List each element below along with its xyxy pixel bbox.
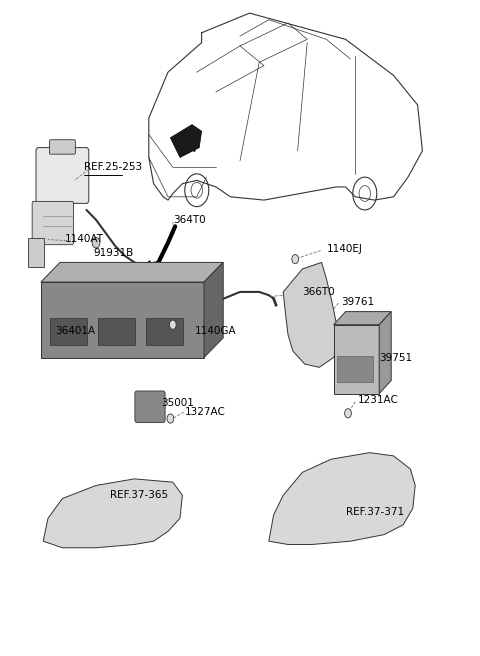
Text: 364T0: 364T0 [173, 215, 205, 225]
Polygon shape [204, 262, 223, 358]
Text: 366T0: 366T0 [302, 287, 335, 297]
Polygon shape [41, 262, 223, 282]
Circle shape [292, 255, 299, 264]
Circle shape [92, 237, 100, 248]
FancyBboxPatch shape [135, 391, 165, 422]
FancyBboxPatch shape [146, 318, 183, 345]
Text: 1140AT: 1140AT [65, 234, 104, 245]
Polygon shape [170, 125, 202, 157]
Polygon shape [43, 479, 182, 548]
Text: 36401A: 36401A [55, 326, 96, 337]
Text: REF.37-365: REF.37-365 [110, 490, 168, 501]
Circle shape [169, 320, 176, 329]
Polygon shape [269, 453, 415, 544]
Text: 39751: 39751 [379, 352, 412, 363]
Polygon shape [334, 325, 379, 394]
Text: 1140GA: 1140GA [194, 326, 236, 337]
FancyBboxPatch shape [337, 356, 373, 382]
Text: REF.25-253: REF.25-253 [84, 162, 142, 173]
Text: 1327AC: 1327AC [185, 407, 226, 417]
FancyBboxPatch shape [28, 238, 44, 267]
Polygon shape [334, 312, 391, 325]
FancyBboxPatch shape [49, 140, 75, 154]
Circle shape [345, 409, 351, 418]
Text: REF.37-371: REF.37-371 [346, 506, 404, 517]
FancyBboxPatch shape [50, 318, 87, 345]
Text: 39761: 39761 [341, 297, 374, 307]
Polygon shape [283, 262, 341, 367]
Text: 91931B: 91931B [94, 247, 134, 258]
Polygon shape [41, 282, 204, 358]
FancyBboxPatch shape [36, 148, 89, 203]
Circle shape [167, 414, 174, 423]
Polygon shape [379, 312, 391, 394]
FancyBboxPatch shape [98, 318, 135, 345]
Text: 1231AC: 1231AC [358, 395, 398, 405]
Text: 1140EJ: 1140EJ [326, 244, 362, 255]
FancyBboxPatch shape [32, 201, 73, 245]
Text: 35001: 35001 [161, 398, 193, 409]
